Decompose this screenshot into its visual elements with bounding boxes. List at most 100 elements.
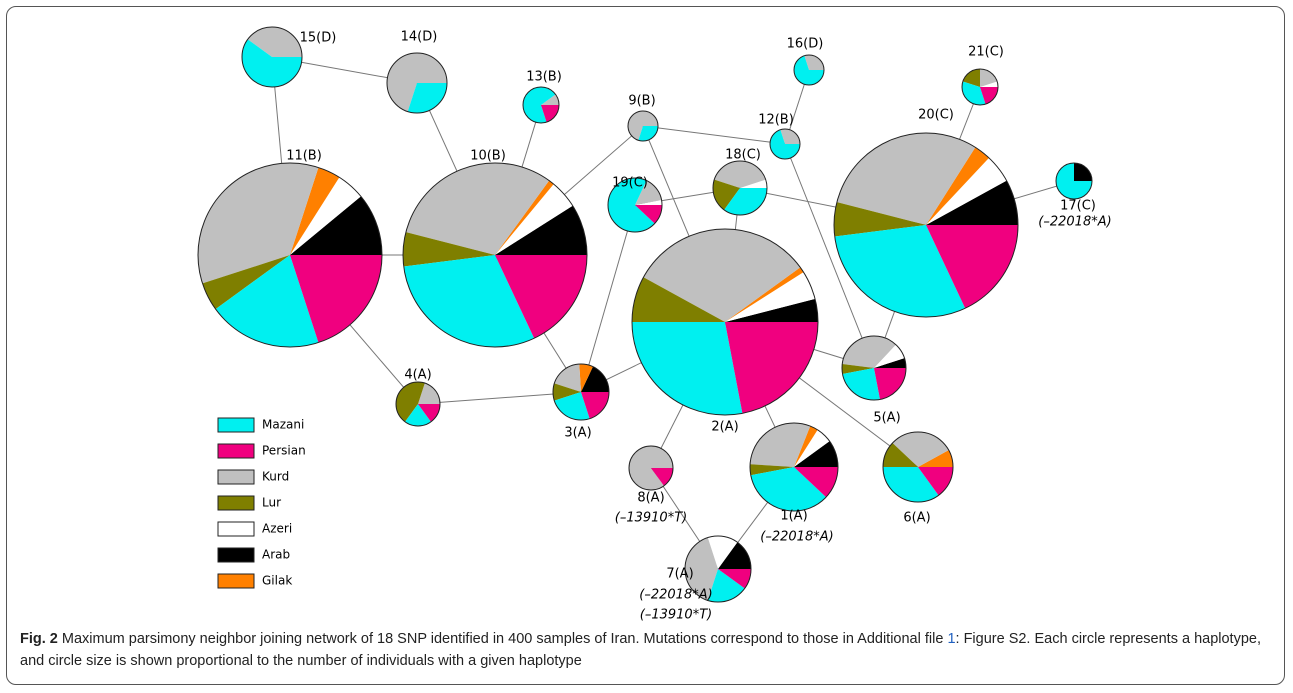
pie-slice (247, 26, 302, 57)
node-outline (241, 26, 303, 88)
pie-slice (713, 179, 740, 210)
pie-slice (926, 147, 989, 225)
legend-swatch (217, 417, 255, 433)
node-label: 18(C) (725, 148, 761, 163)
pie-slice (707, 569, 745, 602)
node-outline (522, 86, 560, 124)
node-outline (628, 445, 674, 491)
edge (580, 204, 636, 393)
legend-label: Azeri (262, 522, 292, 536)
pie-slice (926, 225, 1018, 309)
pie-slice (632, 322, 743, 415)
caption: Fig. 2 Maximum parsimony neighbor joinin… (20, 628, 1275, 672)
node-outline (402, 162, 588, 348)
pie-slice (714, 161, 766, 188)
pie-slice (718, 569, 751, 589)
legend-swatch (217, 521, 255, 537)
pie-slice (405, 163, 550, 255)
edge (784, 143, 875, 369)
pie-slice (980, 81, 999, 87)
pie-slice (495, 184, 573, 255)
legend-label: Mazani (262, 418, 304, 432)
node-label: 2(A) (711, 420, 738, 435)
node-outline (793, 54, 825, 86)
node-label: 11(B) (286, 149, 322, 164)
pie-slice (541, 94, 559, 105)
pie-slice (635, 199, 662, 205)
caption-link[interactable]: 1 (947, 631, 956, 647)
pie-slice (290, 196, 382, 255)
pie-slice (892, 432, 949, 467)
caption-label: Fig. 2 (20, 631, 58, 647)
node-outline (1055, 162, 1093, 200)
pie-slice (794, 441, 838, 467)
pie-slice (750, 467, 827, 511)
node-note: (–22018*A) (639, 588, 712, 603)
pie-slice (628, 110, 658, 141)
node-outline (684, 535, 752, 603)
pie-slice (290, 167, 340, 255)
node-label: 20(C) (918, 108, 954, 123)
node-label: 19(C) (612, 176, 648, 191)
pie-slice (794, 467, 838, 498)
node-note: (–13910*T) (615, 511, 687, 526)
node-outline (386, 52, 448, 114)
legend-swatch (217, 573, 255, 589)
node-label: 13(B) (526, 70, 562, 85)
node-label: 14(D) (401, 30, 438, 45)
node-outline (833, 132, 1019, 318)
node-label: 16(D) (787, 37, 824, 52)
caption-text: Maximum parsimony neighbor joining netwo… (61, 631, 944, 647)
pie-slice (407, 83, 447, 113)
legend-swatch (217, 547, 255, 563)
pie-slice (883, 467, 939, 502)
pie-slice (418, 383, 440, 404)
node-label: 12(B) (758, 113, 794, 128)
node-label: 9(B) (628, 94, 655, 109)
pie-slice (874, 368, 906, 400)
node-label: 4(A) (404, 368, 431, 383)
pie-slice (724, 188, 767, 215)
pie-slice (202, 255, 290, 310)
node-note: (–13910*T) (640, 608, 712, 623)
legend-label: Lur (262, 496, 281, 510)
pie-slice (635, 180, 662, 205)
pie-slice (387, 53, 447, 112)
pie-slice (926, 157, 1007, 225)
node-outline (769, 128, 801, 160)
node-outline (749, 422, 839, 512)
pie-slice (643, 228, 801, 322)
pie-slice (750, 464, 794, 476)
pie-slice (405, 404, 431, 426)
pie-slice (495, 255, 587, 339)
node-label: 6(A) (903, 511, 930, 526)
pie-slice (1056, 163, 1092, 199)
pie-slice (554, 364, 581, 392)
pie-slice (962, 69, 980, 87)
pie-slice (632, 277, 725, 322)
pie-slice (794, 55, 824, 86)
node-outline (197, 162, 383, 348)
pie-slice (495, 180, 554, 255)
node-outline (841, 335, 907, 401)
pie-slice (804, 55, 824, 70)
pie-slice (553, 383, 581, 401)
pie-slice (608, 177, 655, 232)
frame (6, 6, 1285, 685)
pie-slice (926, 180, 1018, 225)
node-label: 8(A) (637, 491, 664, 506)
caption-text: : Figure S2. Each circle represents a ha… (20, 631, 1261, 669)
node-label: 1(A) (780, 509, 807, 524)
pie-slice (842, 368, 880, 401)
pie-slice (718, 542, 751, 569)
pie-slice (836, 132, 976, 225)
node-outline (961, 68, 999, 106)
pie-slice (883, 443, 918, 467)
pie-slice (290, 177, 361, 255)
pie-slice (918, 467, 953, 496)
node-outline (631, 228, 819, 416)
pie-slice (418, 404, 440, 422)
pie-slice (842, 363, 874, 374)
pie-slice (834, 202, 926, 237)
pie-slice (579, 363, 593, 392)
